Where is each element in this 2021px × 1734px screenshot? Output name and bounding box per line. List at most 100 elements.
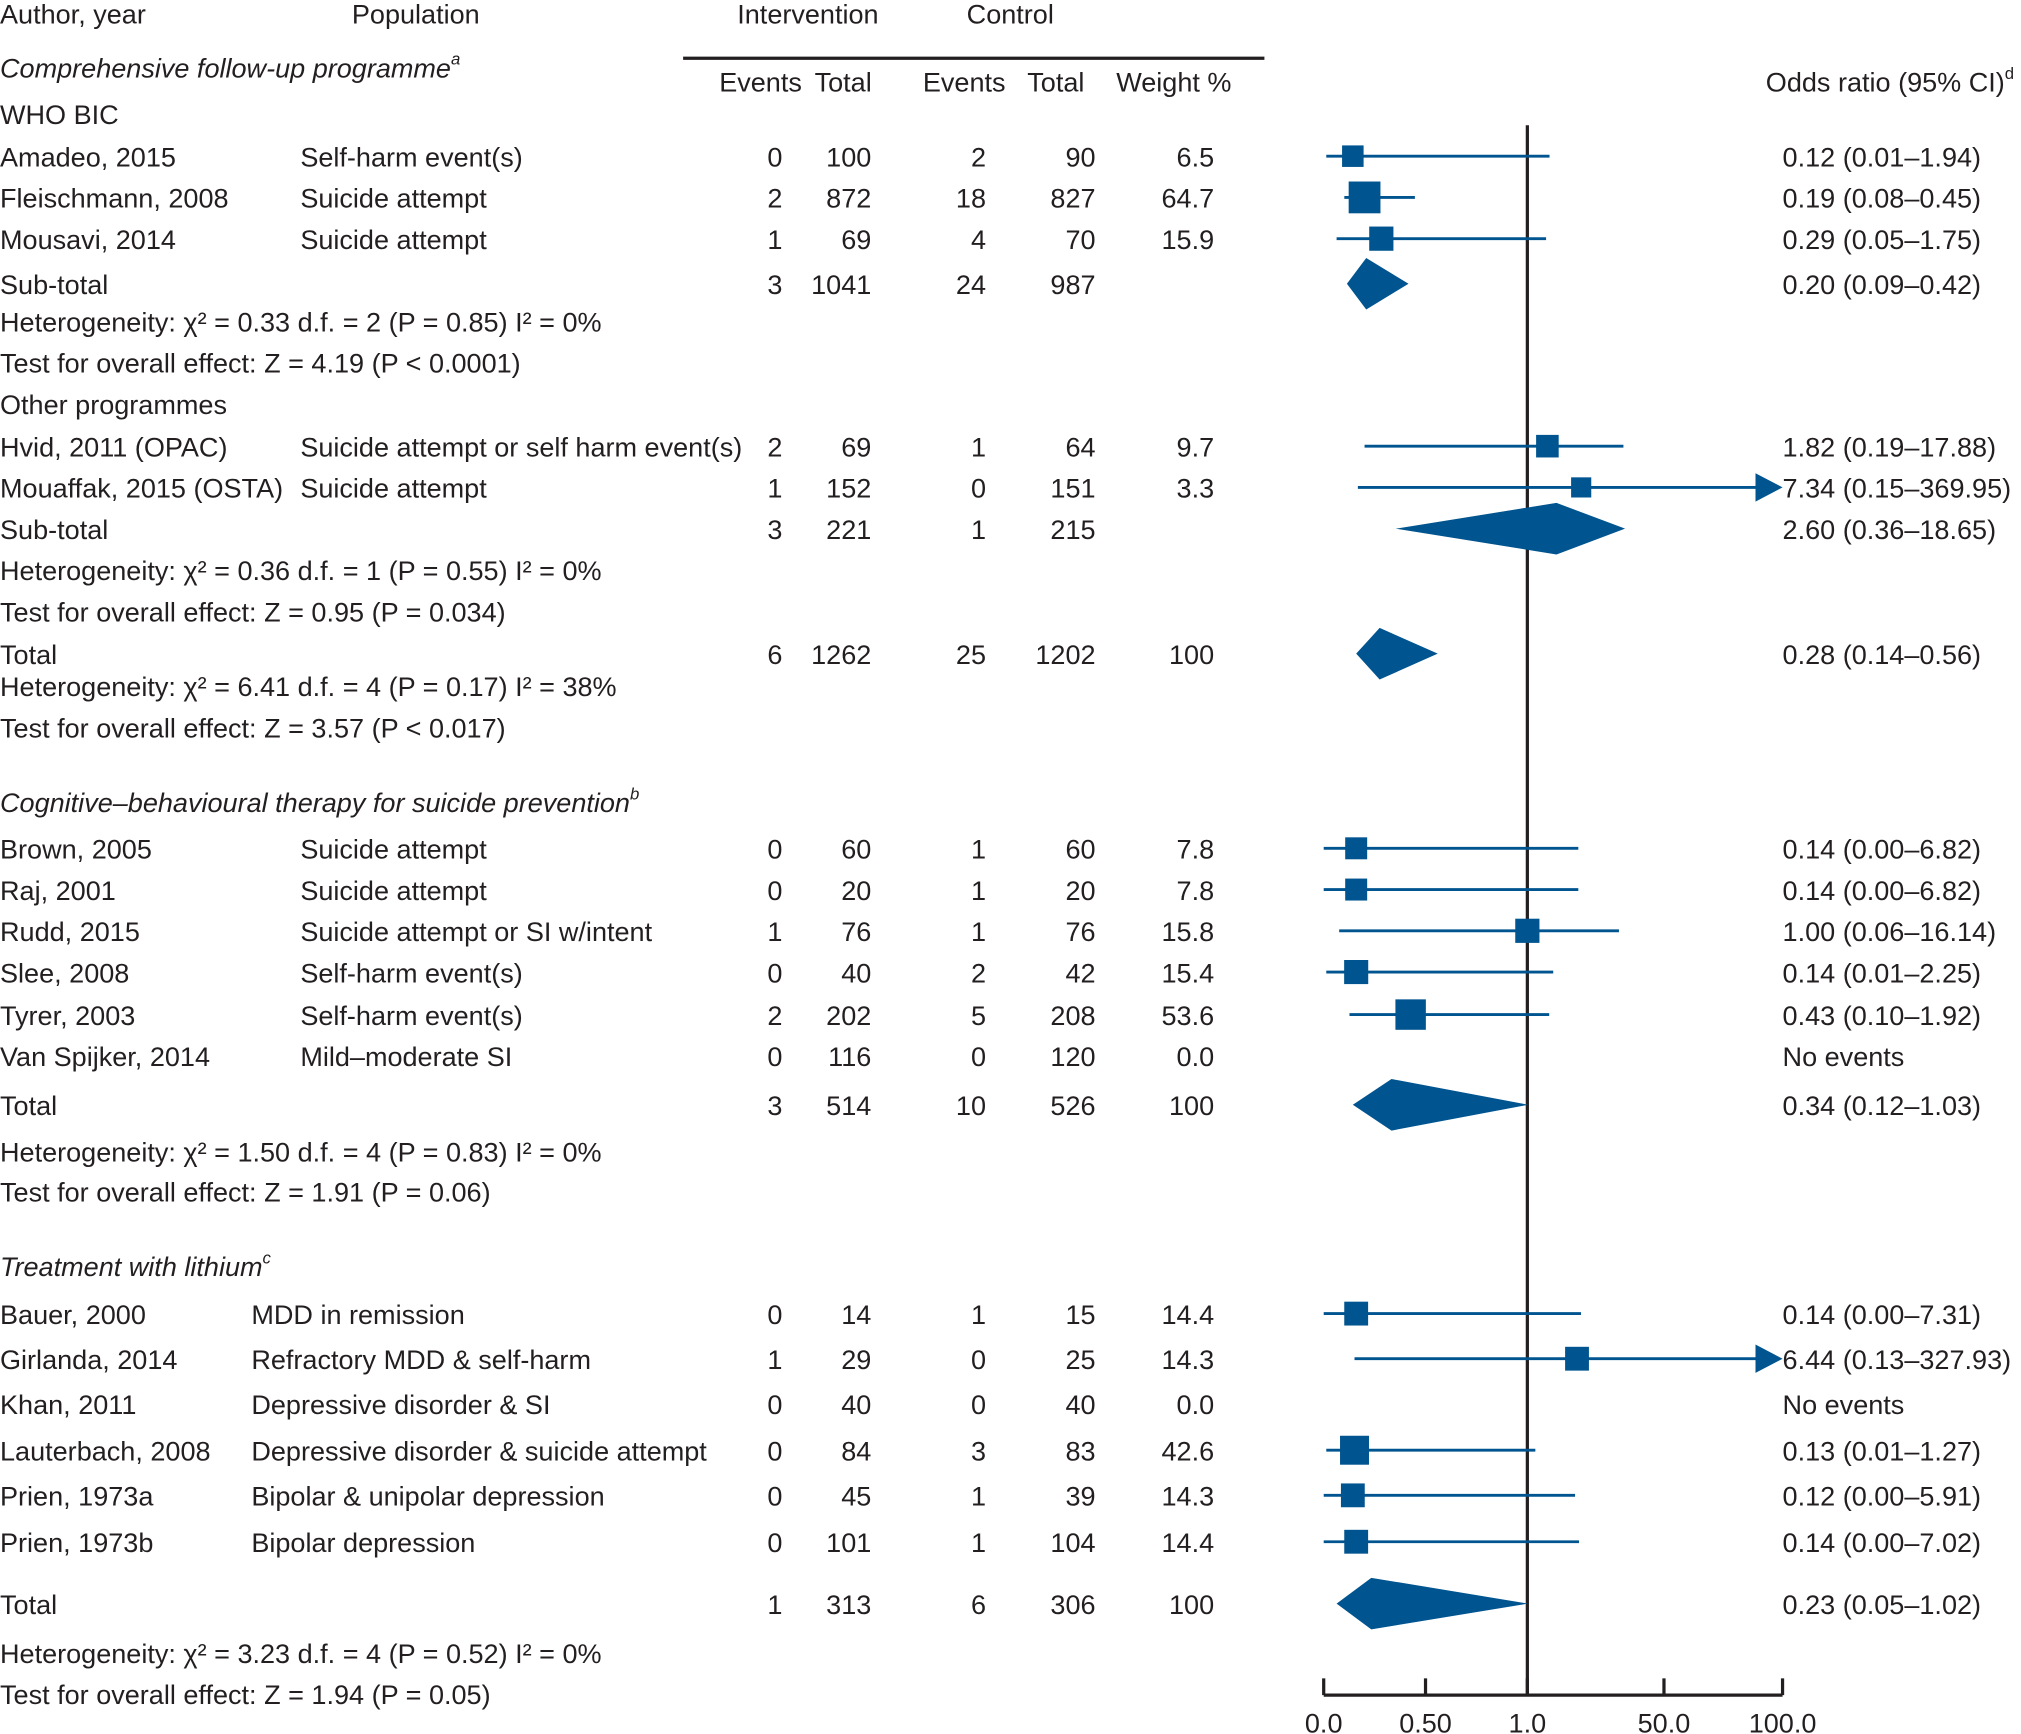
weight-value: 64.7: [1161, 184, 1214, 214]
control-events: 0: [971, 1042, 986, 1072]
population-label: Bipolar & unipolar depression: [251, 1482, 604, 1512]
control-events: 5: [971, 1001, 986, 1031]
odds-ratio-text: 6.44 (0.13–327.93): [1783, 1345, 2012, 1375]
intervention-events: 0: [767, 1482, 782, 1512]
population-label: Refractory MDD & self-harm: [251, 1345, 591, 1375]
forest-rows: Comprehensive follow-up programmea WHO BI…: [0, 50, 2011, 1710]
population-label: Suicide attempt: [300, 876, 487, 906]
header-control-total: Total: [1027, 68, 1084, 98]
control-events: 2: [971, 958, 986, 988]
pooled-diamond: [1356, 627, 1438, 680]
study-square: [1345, 837, 1368, 860]
intervention-events: 0: [767, 1390, 782, 1420]
study-label: Khan, 2011: [0, 1390, 136, 1420]
population-label: MDD in remission: [251, 1300, 464, 1330]
weight-value: 100: [1169, 1590, 1214, 1620]
stat-text: Test for overall effect: Z = 0.95 (P = 0…: [0, 597, 506, 627]
intervention-events: 3: [767, 270, 782, 300]
row-pooled: Total 6 1262 25 1202 100 0.28 (0.14–0.56): [0, 627, 1982, 680]
population-label: Suicide attempt or self harm event(s): [300, 432, 742, 462]
odds-ratio-text: No events: [1783, 1390, 1905, 1420]
group-label: Other programmes: [0, 390, 227, 420]
section-heading: Cognitive–behavioural therapy for suicid…: [0, 784, 639, 818]
row-study: Prien, 1973b Bipolar depression 0 101 1 104 14…: [0, 1528, 1981, 1558]
row-stat: Test for overall effect: Z = 4.19 (P < 0…: [0, 349, 521, 379]
study-square: [1340, 1435, 1369, 1465]
control-events: 2: [971, 142, 986, 172]
x-axis: 0.0 0.50 1.0 50.0 100.0: [1305, 1678, 1816, 1734]
study-square: [1344, 960, 1369, 985]
intervention-total: 76: [841, 917, 871, 947]
control-total: 215: [1050, 515, 1095, 545]
header-intervention-total: Total: [815, 68, 872, 98]
study-label: Bauer, 2000: [0, 1300, 146, 1330]
population-label: Mild–moderate SI: [300, 1042, 512, 1072]
control-total: 306: [1050, 1590, 1095, 1620]
study-label: Van Spijker, 2014: [0, 1042, 210, 1072]
row-study: Mousavi, 2014 Suicide attempt 1 69 4 70 15.9 0.…: [0, 225, 1981, 255]
weight-value: 3.3: [1177, 474, 1215, 504]
row-study: Tyrer, 2003 Self-harm event(s) 2 202 5 208 53.…: [0, 999, 1981, 1031]
row-group: WHO BIC: [0, 100, 119, 130]
control-total: 1202: [1035, 640, 1095, 670]
control-events: 0: [971, 1345, 986, 1375]
control-total: 526: [1050, 1091, 1095, 1121]
study-label: Sub-total: [0, 515, 108, 545]
population-label: Self-harm event(s): [300, 142, 522, 172]
study-label: Lauterbach, 2008: [0, 1437, 211, 1467]
odds-ratio-text: 0.29 (0.05–1.75): [1783, 225, 1982, 255]
intervention-events: 6: [767, 640, 782, 670]
pooled-diamond: [1336, 1577, 1529, 1630]
row-study: Bauer, 2000 MDD in remission 0 14 1 15 14.4 0.1…: [0, 1300, 1981, 1330]
odds-ratio-text: 0.14 (0.00–6.82): [1783, 876, 1982, 906]
study-square: [1345, 878, 1368, 901]
row-study: Girlanda, 2014 Refractory MDD & self-harm…: [0, 1344, 2012, 1375]
intervention-total: 84: [841, 1437, 871, 1467]
row-pooled: Sub-total 3 1041 24 987 0.20 (0.09–0.42): [0, 257, 1981, 310]
control-events: 3: [971, 1437, 986, 1467]
row-study: Rudd, 2015 Suicide attempt or SI w/intent…: [0, 917, 1996, 947]
intervention-total: 100: [826, 142, 871, 172]
row-study: Raj, 2001 Suicide attempt 0 20 1 20 7.8 0.14 (0…: [0, 876, 1981, 906]
odds-ratio-text: 0.28 (0.14–0.56): [1783, 640, 1982, 670]
intervention-total: 202: [826, 1001, 871, 1031]
intervention-total: 14: [841, 1300, 871, 1330]
intervention-total: 221: [826, 515, 871, 545]
pooled-diamond: [1395, 502, 1626, 555]
control-events: 6: [971, 1590, 986, 1620]
weight-value: 53.6: [1161, 1001, 1214, 1031]
population-label: Suicide attempt or SI w/intent: [300, 917, 652, 947]
study-square: [1342, 145, 1364, 167]
odds-ratio-text: No events: [1783, 1042, 1905, 1072]
control-total: 208: [1050, 1001, 1095, 1031]
control-events: 0: [971, 1390, 986, 1420]
row-study: Slee, 2008 Self-harm event(s) 0 40 2 42 15.4 0.…: [0, 958, 1981, 988]
header-odds-ratio-label: Odds ratio (95% CI): [1766, 68, 2005, 98]
control-events: 18: [956, 184, 986, 214]
control-total: 70: [1065, 225, 1095, 255]
study-square: [1536, 434, 1559, 458]
study-label: Prien, 1973b: [0, 1528, 153, 1558]
control-events: 24: [956, 270, 986, 300]
control-total: 60: [1065, 835, 1095, 865]
control-events: 1: [971, 876, 986, 906]
intervention-total: 152: [826, 474, 871, 504]
stat-text: Test for overall effect: Z = 3.57 (P < 0…: [0, 713, 506, 743]
weight-value: 14.3: [1161, 1482, 1214, 1512]
section-footnote: a: [451, 50, 460, 69]
control-events: 1: [971, 1528, 986, 1558]
study-square: [1344, 1529, 1369, 1554]
row-pooled: Sub-total 3 221 1 215 2.60 (0.36–18.65): [0, 502, 1996, 555]
header-control-events: Events: [923, 68, 1006, 98]
intervention-events: 0: [767, 1300, 782, 1330]
row-stat: Test for overall effect: Z = 1.94 (P = 0…: [0, 1680, 491, 1710]
weight-value: 15.9: [1161, 225, 1214, 255]
intervention-events: 2: [767, 184, 782, 214]
intervention-events: 0: [767, 1528, 782, 1558]
study-label: Mouaffak, 2015 (OSTA): [0, 474, 283, 504]
weight-value: 7.8: [1177, 835, 1215, 865]
intervention-events: 0: [767, 835, 782, 865]
control-total: 987: [1050, 270, 1095, 300]
intervention-total: 40: [841, 958, 871, 988]
control-events: 1: [971, 1482, 986, 1512]
